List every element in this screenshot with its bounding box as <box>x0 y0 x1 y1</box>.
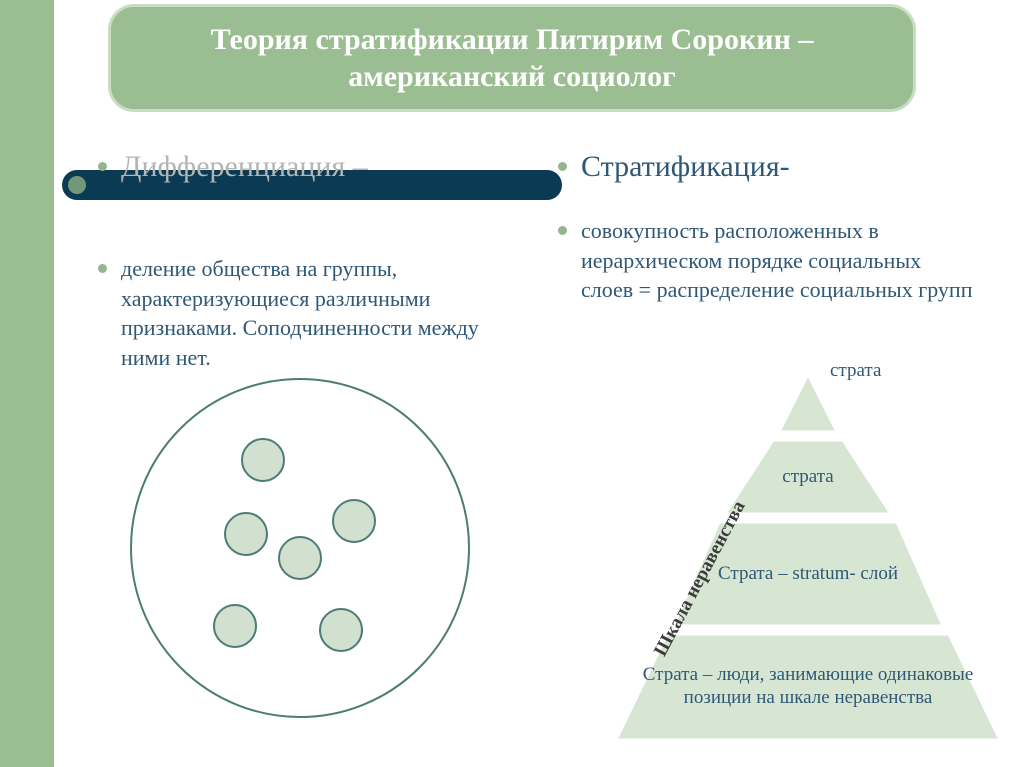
left-column: Дифференциация – <box>98 150 518 184</box>
left-heading: Дифференциация – <box>121 150 368 184</box>
group-circle <box>241 438 285 482</box>
slide-title: Теория стратификации Питирим Сорокин – а… <box>108 4 916 112</box>
left-body: деление общества на группы, характеризую… <box>121 254 498 373</box>
decorative-bar-dot <box>68 176 86 194</box>
right-body-row: совокупность расположенных в иерархическ… <box>558 216 978 305</box>
group-circle <box>332 499 376 543</box>
bullet-icon <box>98 162 107 171</box>
pyramid-layer-label: Страта – люди, занимающие одинаковые поз… <box>628 634 988 740</box>
group-circle <box>278 536 322 580</box>
pyramid-top-label: страта <box>830 360 881 382</box>
bullet-icon <box>558 226 567 235</box>
bullet-icon <box>98 264 107 273</box>
right-heading: Стратификация- <box>581 150 790 184</box>
right-heading-row: Стратификация- <box>558 150 978 184</box>
slide-title-text: Теория стратификации Питирим Сорокин – а… <box>131 21 893 96</box>
right-body: совокупность расположенных в иерархическ… <box>581 216 978 305</box>
right-column: Стратификация- <box>558 150 978 184</box>
left-body-row: деление общества на группы, характеризую… <box>98 254 498 373</box>
differentiation-diagram <box>130 378 470 718</box>
right-body-block: совокупность расположенных в иерархическ… <box>558 216 978 305</box>
left-heading-row: Дифференциация – <box>98 150 518 184</box>
left-accent-band <box>0 0 54 767</box>
group-circle <box>224 512 268 556</box>
group-circle <box>213 604 257 648</box>
group-circle <box>319 608 363 652</box>
bullet-icon <box>558 162 567 171</box>
stratification-pyramid: стратаСтрата – stratum- слойСтрата – люд… <box>604 338 1012 742</box>
left-body-block: деление общества на группы, характеризую… <box>98 254 498 373</box>
pyramid-layer-label: страта <box>737 440 879 514</box>
